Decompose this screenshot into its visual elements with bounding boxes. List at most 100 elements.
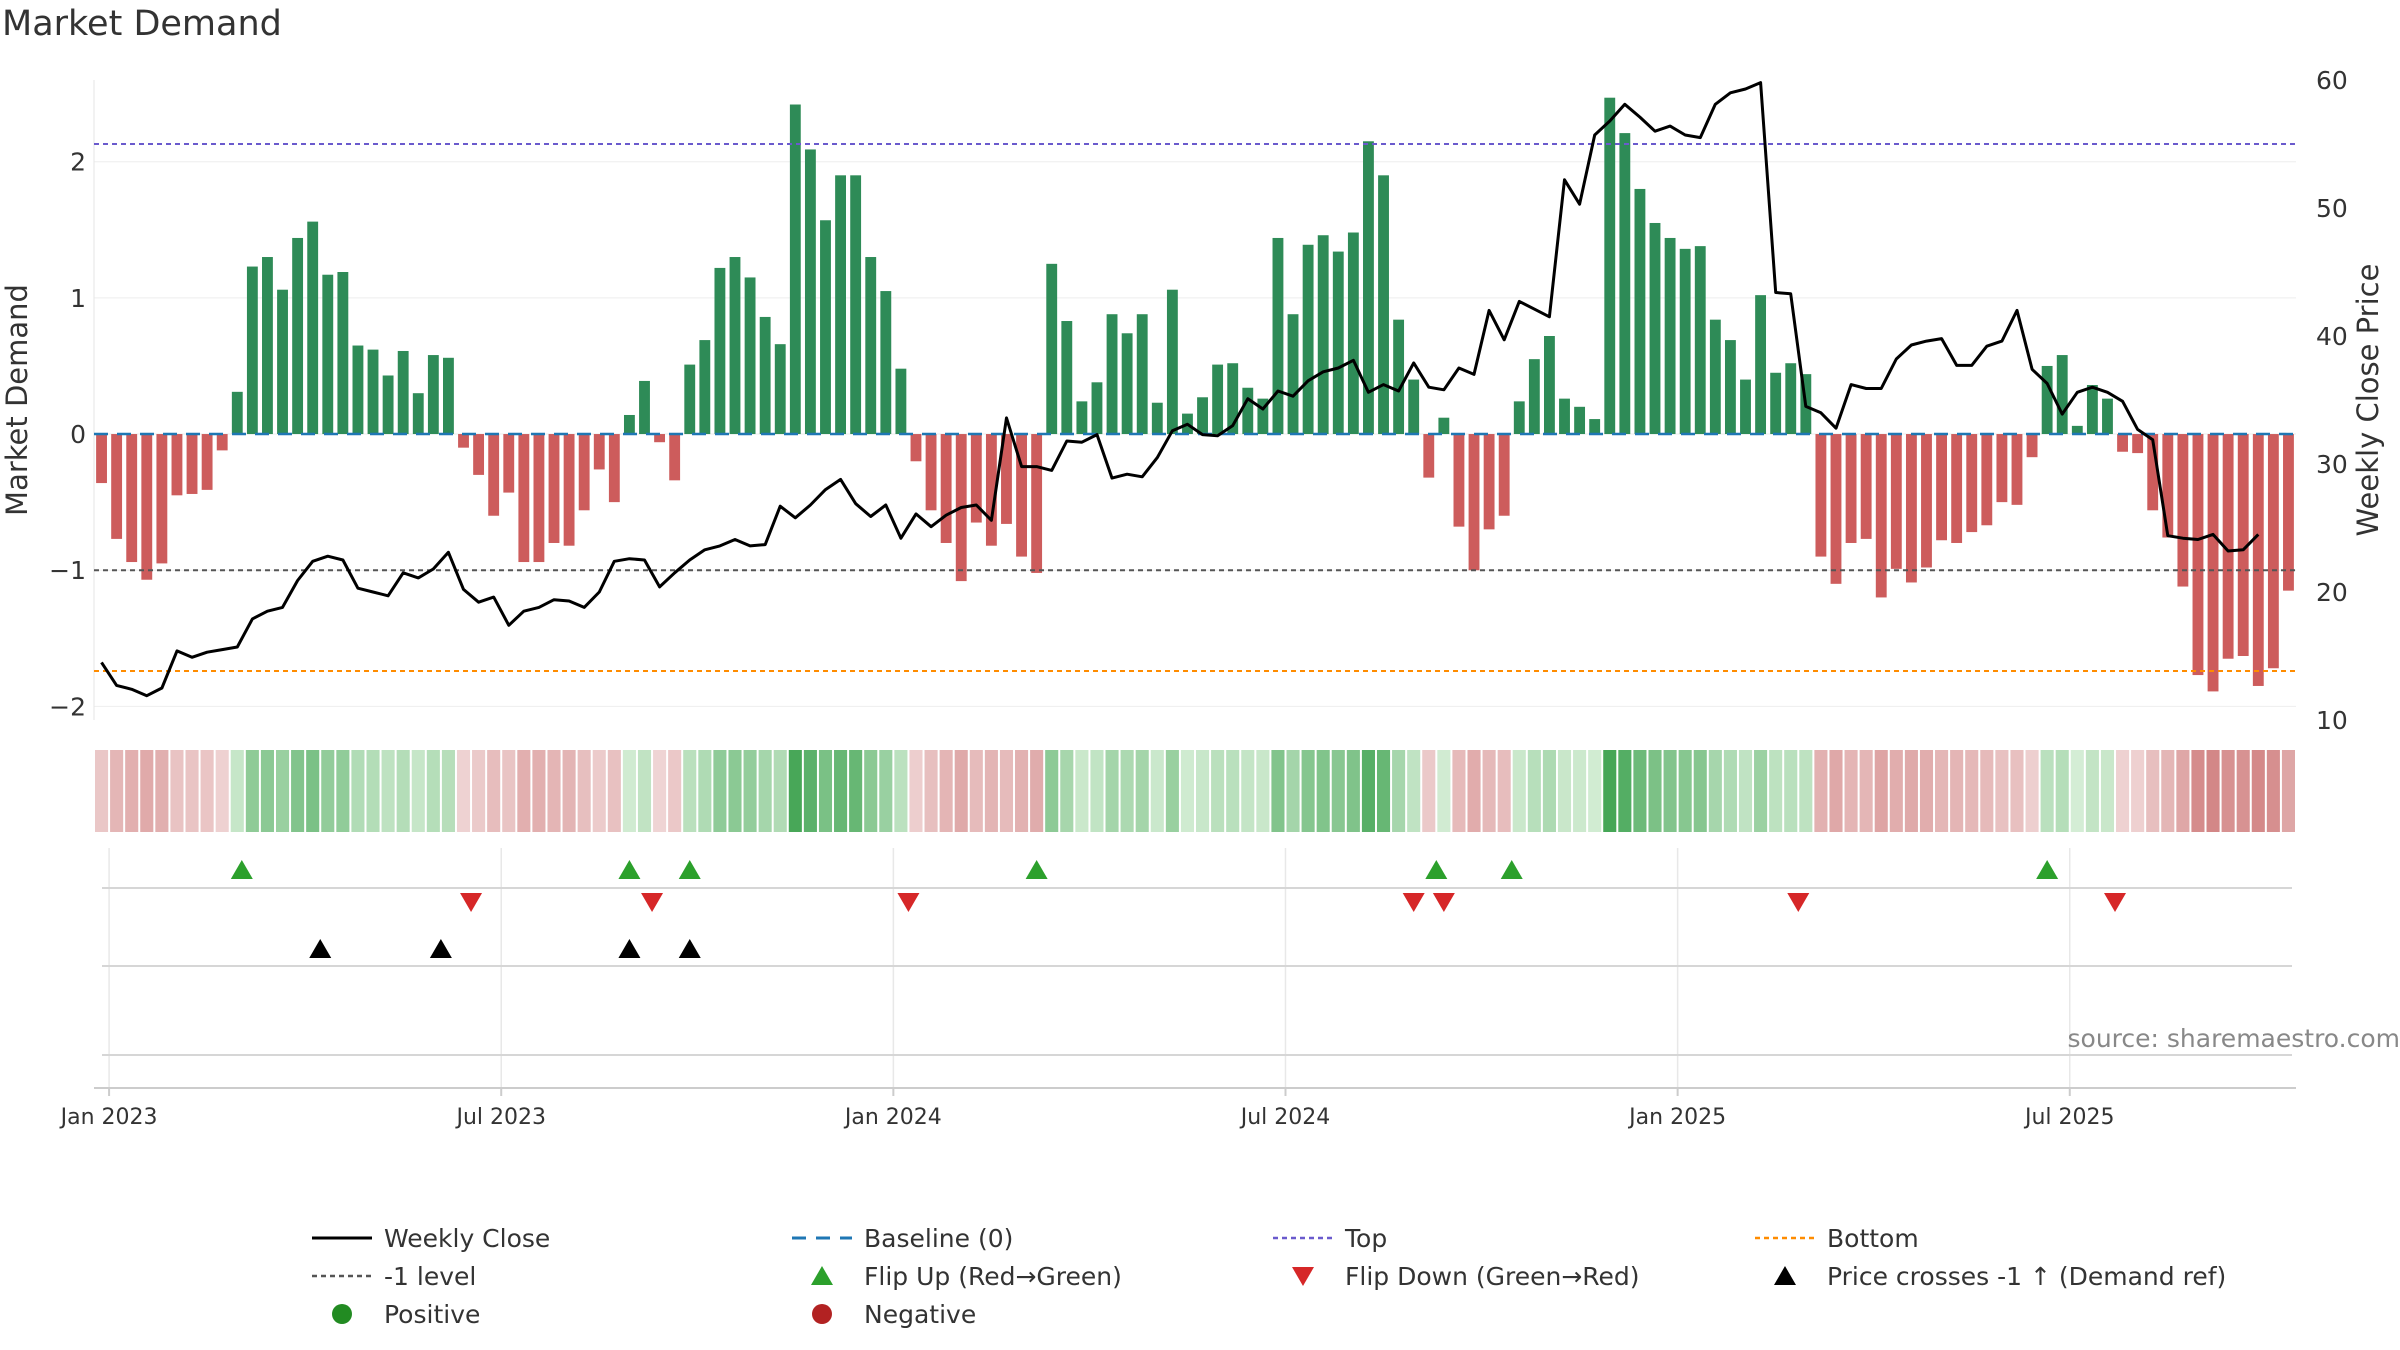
demand-bar — [563, 434, 575, 546]
heat-strip-cell — [1874, 750, 1888, 832]
legend-swatch-price-cross — [1774, 1266, 1796, 1285]
x-tick-label: Jul 2024 — [1239, 1105, 1331, 1130]
demand-bar — [1981, 434, 1993, 526]
heat-strip-cell — [517, 750, 531, 832]
heat-strip-cell — [1542, 750, 1556, 832]
heat-strip-cell — [1271, 750, 1285, 832]
heat-strip-cell — [954, 750, 968, 832]
heat-strip-cell — [2085, 750, 2099, 832]
demand-bar — [1755, 295, 1767, 435]
x-tick-label: Jul 2025 — [2023, 1105, 2115, 1130]
heat-strip-cell — [1738, 750, 1753, 832]
y2-axis-label: Weekly Close Price — [2351, 264, 2385, 537]
heat-strip-cell — [1437, 750, 1451, 832]
legend-label: Flip Down (Green→Red) — [1345, 1262, 1640, 1291]
demand-bar — [1031, 434, 1043, 573]
heat-strip-cell — [1331, 750, 1345, 832]
demand-bar — [1966, 434, 1978, 533]
heat-strip-cell — [2221, 750, 2235, 832]
demand-bar — [2026, 434, 2038, 458]
heat-strip-cell — [1211, 750, 1225, 832]
demand-bar — [277, 289, 288, 435]
demand-bar — [2252, 434, 2264, 686]
heat-strip-cell — [2100, 750, 2115, 832]
heat-strip-cell — [1708, 750, 1722, 832]
legend-swatch-flip-down — [1292, 1267, 1314, 1286]
heat-strip-cell — [1286, 750, 1300, 832]
demand-bar — [669, 434, 681, 481]
heat-strip-cell — [1407, 750, 1421, 832]
heat-strip-cell — [472, 750, 486, 832]
legend-swatch-negative — [812, 1304, 832, 1324]
demand-bar — [1016, 434, 1027, 557]
demand-bar — [1091, 382, 1103, 435]
heat-strip-cell — [562, 750, 576, 832]
heat-strip-cell — [2040, 750, 2054, 832]
x-tick-label: Jan 2023 — [59, 1105, 158, 1130]
heat-strip-cell — [1799, 750, 1813, 832]
demand-bar — [1996, 434, 2008, 503]
demand-bar — [2132, 434, 2144, 454]
heat-strip-cell — [1573, 750, 1587, 832]
heat-strip-cell — [1452, 750, 1466, 832]
demand-bar — [910, 434, 922, 462]
heat-strip-cell — [396, 750, 410, 832]
demand-bar — [1664, 237, 1676, 435]
flip-down-marker — [2104, 893, 2127, 912]
demand-bar — [940, 434, 952, 543]
price-cross-marker — [618, 939, 641, 958]
heat-strip-cell — [260, 750, 274, 832]
demand-bar — [216, 434, 228, 451]
heat-strip-cell — [230, 750, 244, 832]
flip-up-marker — [678, 860, 701, 879]
demand-bar — [835, 175, 846, 435]
demand-bar — [1272, 237, 1284, 435]
demand-bar — [759, 316, 771, 435]
legend-label: Bottom — [1827, 1224, 1919, 1253]
heat-strip-cell — [969, 750, 983, 832]
heat-strip-cell — [1618, 750, 1632, 832]
heat-strip-cell — [351, 750, 365, 832]
demand-bar — [337, 272, 349, 435]
flip-up-marker — [230, 860, 253, 879]
heat-strip-cell — [592, 750, 606, 832]
heat-strip-cell — [1135, 750, 1149, 832]
demand-bar — [2056, 355, 2068, 435]
heat-strip-cell — [984, 750, 998, 832]
heat-strip-cell — [1603, 750, 1617, 832]
heat-strip-cell — [2070, 750, 2084, 832]
heat-strip-cell — [381, 750, 395, 832]
heat-strip-cell — [2266, 750, 2280, 832]
demand-bar — [1076, 401, 1088, 435]
heat-strip-cell — [2131, 750, 2145, 832]
heat-strip-cell — [1663, 750, 1677, 832]
demand-bar — [1378, 175, 1389, 435]
demand-bar — [1317, 235, 1329, 435]
heat-strip-cell — [1678, 750, 1692, 832]
demand-bar — [2071, 425, 2083, 435]
demand-bar — [2283, 434, 2294, 591]
chart-title: Market Demand — [2, 4, 282, 44]
legend-label: Top — [1344, 1224, 1387, 1253]
demand-bar — [774, 344, 786, 435]
demand-bar — [443, 357, 454, 435]
heat-strip-cell — [1588, 750, 1602, 832]
demand-bar — [1649, 222, 1661, 435]
heat-strip-cell — [366, 750, 380, 832]
legend-label: -1 level — [384, 1262, 476, 1291]
demand-bar — [2237, 434, 2249, 656]
demand-bar — [1453, 434, 1465, 527]
heat-strip-cell — [1180, 750, 1194, 832]
y2-tick-label: 10 — [2316, 706, 2348, 735]
flip-up-marker — [618, 860, 641, 879]
heat-strip-cell — [909, 750, 923, 832]
demand-bar — [1709, 319, 1721, 435]
heat-strip-cell — [532, 750, 546, 832]
heat-strip-cell — [2161, 750, 2175, 832]
y-tick-label: −1 — [49, 556, 86, 585]
heat-strip-cell — [411, 750, 425, 832]
demand-bar — [1785, 363, 1797, 435]
demand-bar — [1363, 141, 1374, 435]
demand-bar — [1498, 434, 1510, 516]
demand-bar — [1936, 434, 1947, 541]
